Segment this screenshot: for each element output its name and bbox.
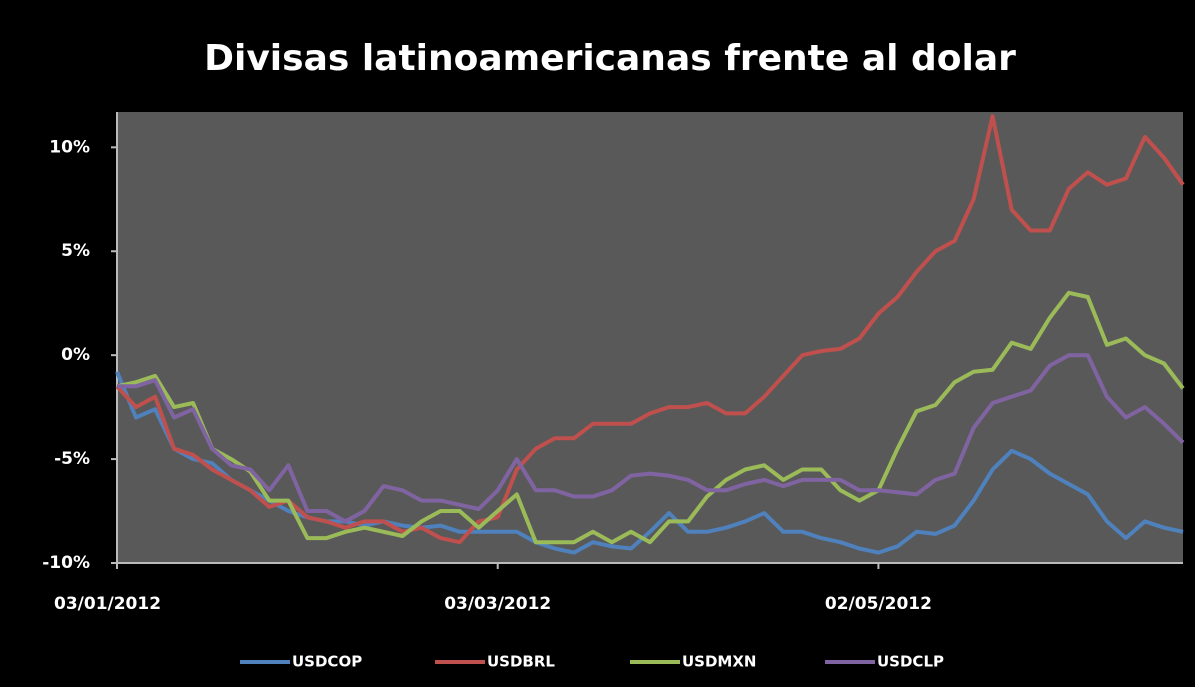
x-tick-label: 02/05/2012 bbox=[825, 594, 932, 614]
chart-title: Divisas latinoamericanas frente al dolar bbox=[204, 38, 1016, 79]
x-tick-label: 03/01/2012 bbox=[54, 594, 161, 614]
series-line bbox=[115, 114, 1185, 545]
y-tick-label: 0% bbox=[61, 345, 90, 365]
legend-label: USDCOP bbox=[292, 653, 362, 671]
y-tick-label: 10% bbox=[49, 137, 90, 157]
y-tick-label: -5% bbox=[54, 449, 90, 469]
legend-label: USDCLP bbox=[877, 653, 944, 671]
y-tick-label: 5% bbox=[61, 241, 90, 261]
plot-area bbox=[117, 112, 1183, 563]
y-tick-label: -10% bbox=[42, 553, 90, 573]
series-line bbox=[117, 353, 1185, 524]
series-line bbox=[116, 290, 1185, 545]
legend-label: USDBRL bbox=[487, 653, 555, 671]
legend-label: USDMXN bbox=[682, 653, 756, 671]
x-tick-label: 03/03/2012 bbox=[444, 594, 551, 614]
